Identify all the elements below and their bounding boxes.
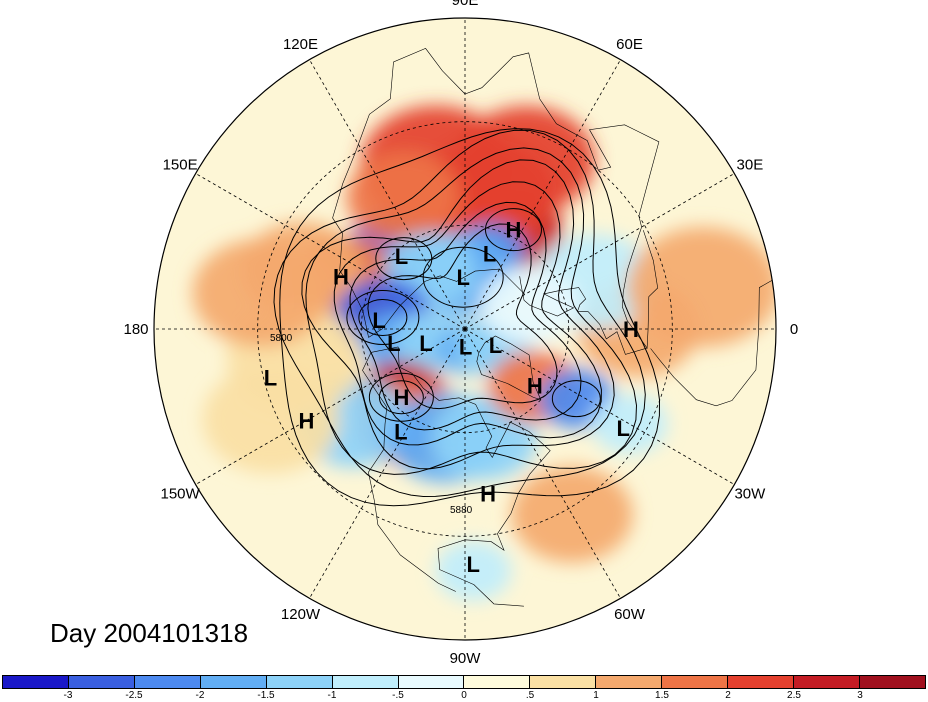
contour-label-5880: 5880 bbox=[450, 505, 473, 516]
high-pressure-marker: H bbox=[333, 264, 349, 289]
height-contour bbox=[422, 246, 504, 308]
colorbar-tick-label: .5 bbox=[525, 690, 535, 701]
graticule bbox=[154, 18, 776, 640]
colorbar-swatch bbox=[200, 676, 267, 688]
colorbar-tick-label: -1.5 bbox=[257, 690, 275, 701]
meridian-line bbox=[464, 173, 735, 330]
high-pressure-marker: H bbox=[623, 317, 639, 342]
coastline bbox=[397, 346, 551, 607]
anomaly-blob bbox=[627, 226, 776, 347]
anomaly-blob bbox=[435, 540, 512, 601]
colorbar-swatch bbox=[662, 676, 729, 688]
colorbar-tick-label: -1 bbox=[327, 690, 337, 701]
contour-label-5800: 5800 bbox=[270, 333, 293, 344]
colorbar-swatch bbox=[728, 676, 795, 688]
colorbar-swatch bbox=[332, 676, 399, 688]
colorbar-swatch bbox=[530, 676, 597, 688]
longitude-label: 150E bbox=[163, 157, 198, 174]
map-disc bbox=[154, 18, 776, 640]
colorbar-tick-label: 2.5 bbox=[787, 690, 801, 701]
colorbar-tick-label: 2 bbox=[725, 690, 731, 701]
height-contour bbox=[368, 372, 434, 422]
low-pressure-marker: L bbox=[483, 241, 496, 266]
longitude-label: 90W bbox=[450, 650, 482, 667]
longitude-label: 120W bbox=[281, 606, 321, 623]
meridian-line bbox=[195, 173, 466, 330]
colorbar-swatch bbox=[398, 676, 465, 688]
low-pressure-marker: L bbox=[372, 308, 385, 333]
high-pressure-marker: H bbox=[480, 481, 496, 506]
meridian-line bbox=[464, 328, 621, 599]
meridian-line bbox=[195, 328, 466, 485]
low-pressure-marker: L bbox=[466, 552, 479, 577]
latitude-circle bbox=[257, 121, 673, 537]
low-pressure-marker: L bbox=[395, 244, 408, 269]
colorbar bbox=[2, 675, 926, 689]
low-pressure-marker: L bbox=[264, 366, 277, 391]
low-pressure-marker: L bbox=[489, 333, 502, 358]
meridian-line bbox=[464, 59, 621, 330]
anomaly-blob bbox=[346, 152, 461, 243]
height-contour bbox=[358, 298, 408, 336]
anomaly-blob bbox=[511, 466, 633, 563]
low-pressure-marker: L bbox=[419, 331, 432, 356]
longitude-label: 120E bbox=[283, 36, 318, 53]
coastline bbox=[650, 280, 773, 407]
coastline bbox=[476, 335, 542, 401]
low-pressure-marker: L bbox=[616, 416, 629, 441]
longitude-labels: 90E 60E 30E 0 30W 60W 90W 120W 150W 180 150E 120E bbox=[123, 0, 798, 667]
coastlines bbox=[332, 48, 773, 607]
colorbar-swatch bbox=[859, 676, 925, 688]
colorbar-swatch bbox=[266, 676, 333, 688]
colorbar-swatch bbox=[68, 676, 135, 688]
colorbar-tick-label: -.5 bbox=[392, 690, 404, 701]
low-pressure-marker: L bbox=[394, 420, 407, 445]
colorbar-ticks: -3 -2.5 -2 -1.5 -1 -.5 0 .5 1 1.5 2 2.5 3 bbox=[2, 690, 926, 702]
colorbar-swatch bbox=[596, 676, 663, 688]
anomaly-blob bbox=[591, 394, 668, 455]
colorbar-swatch bbox=[464, 676, 531, 688]
longitude-label: 0 bbox=[790, 321, 798, 338]
longitude-label: 150W bbox=[161, 486, 201, 503]
high-pressure-marker: H bbox=[393, 385, 409, 410]
longitude-label: 60E bbox=[616, 36, 643, 53]
height-contour bbox=[551, 380, 601, 418]
height-contour bbox=[484, 208, 542, 252]
coastline bbox=[332, 48, 660, 349]
colorbar-swatch bbox=[3, 676, 69, 688]
low-pressure-marker: L bbox=[387, 331, 400, 356]
colorbar-swatch bbox=[794, 676, 860, 688]
colorbar-tick-label: 1.5 bbox=[655, 690, 669, 701]
meridian-line bbox=[309, 328, 466, 599]
coastline bbox=[362, 346, 456, 592]
colorbar-tick-label: 3 bbox=[857, 690, 863, 701]
colorbar-swatch bbox=[134, 676, 201, 688]
low-pressure-marker: L bbox=[456, 265, 469, 290]
meridian-line bbox=[309, 59, 466, 330]
longitude-label: 30E bbox=[737, 157, 764, 174]
longitude-label: 90E bbox=[452, 0, 479, 9]
high-pressure-marker: H bbox=[506, 218, 522, 243]
colorbar-tick-label: -2 bbox=[195, 690, 205, 701]
longitude-label: 180 bbox=[123, 321, 148, 338]
anomaly-blob bbox=[202, 365, 340, 474]
map-boundary bbox=[153, 17, 777, 641]
high-pressure-marker: H bbox=[527, 374, 543, 399]
longitude-label: 60W bbox=[614, 606, 646, 623]
colorbar-tick-label: 1 bbox=[593, 690, 599, 701]
coastline bbox=[519, 276, 648, 355]
meridian-line bbox=[464, 328, 735, 485]
height-contour bbox=[378, 380, 424, 415]
colorbar-tick-label: -3 bbox=[63, 690, 73, 701]
day-label: Day 2004101318 bbox=[50, 618, 249, 648]
low-pressure-marker: L bbox=[459, 334, 472, 359]
anomaly-blob bbox=[192, 238, 330, 347]
height-contour bbox=[346, 289, 420, 345]
high-pressure-marker: H bbox=[298, 409, 314, 434]
colorbar-tick-label: 0 bbox=[461, 690, 467, 701]
colorbar-tick-label: -2.5 bbox=[125, 690, 143, 701]
longitude-label: 30W bbox=[734, 486, 766, 503]
